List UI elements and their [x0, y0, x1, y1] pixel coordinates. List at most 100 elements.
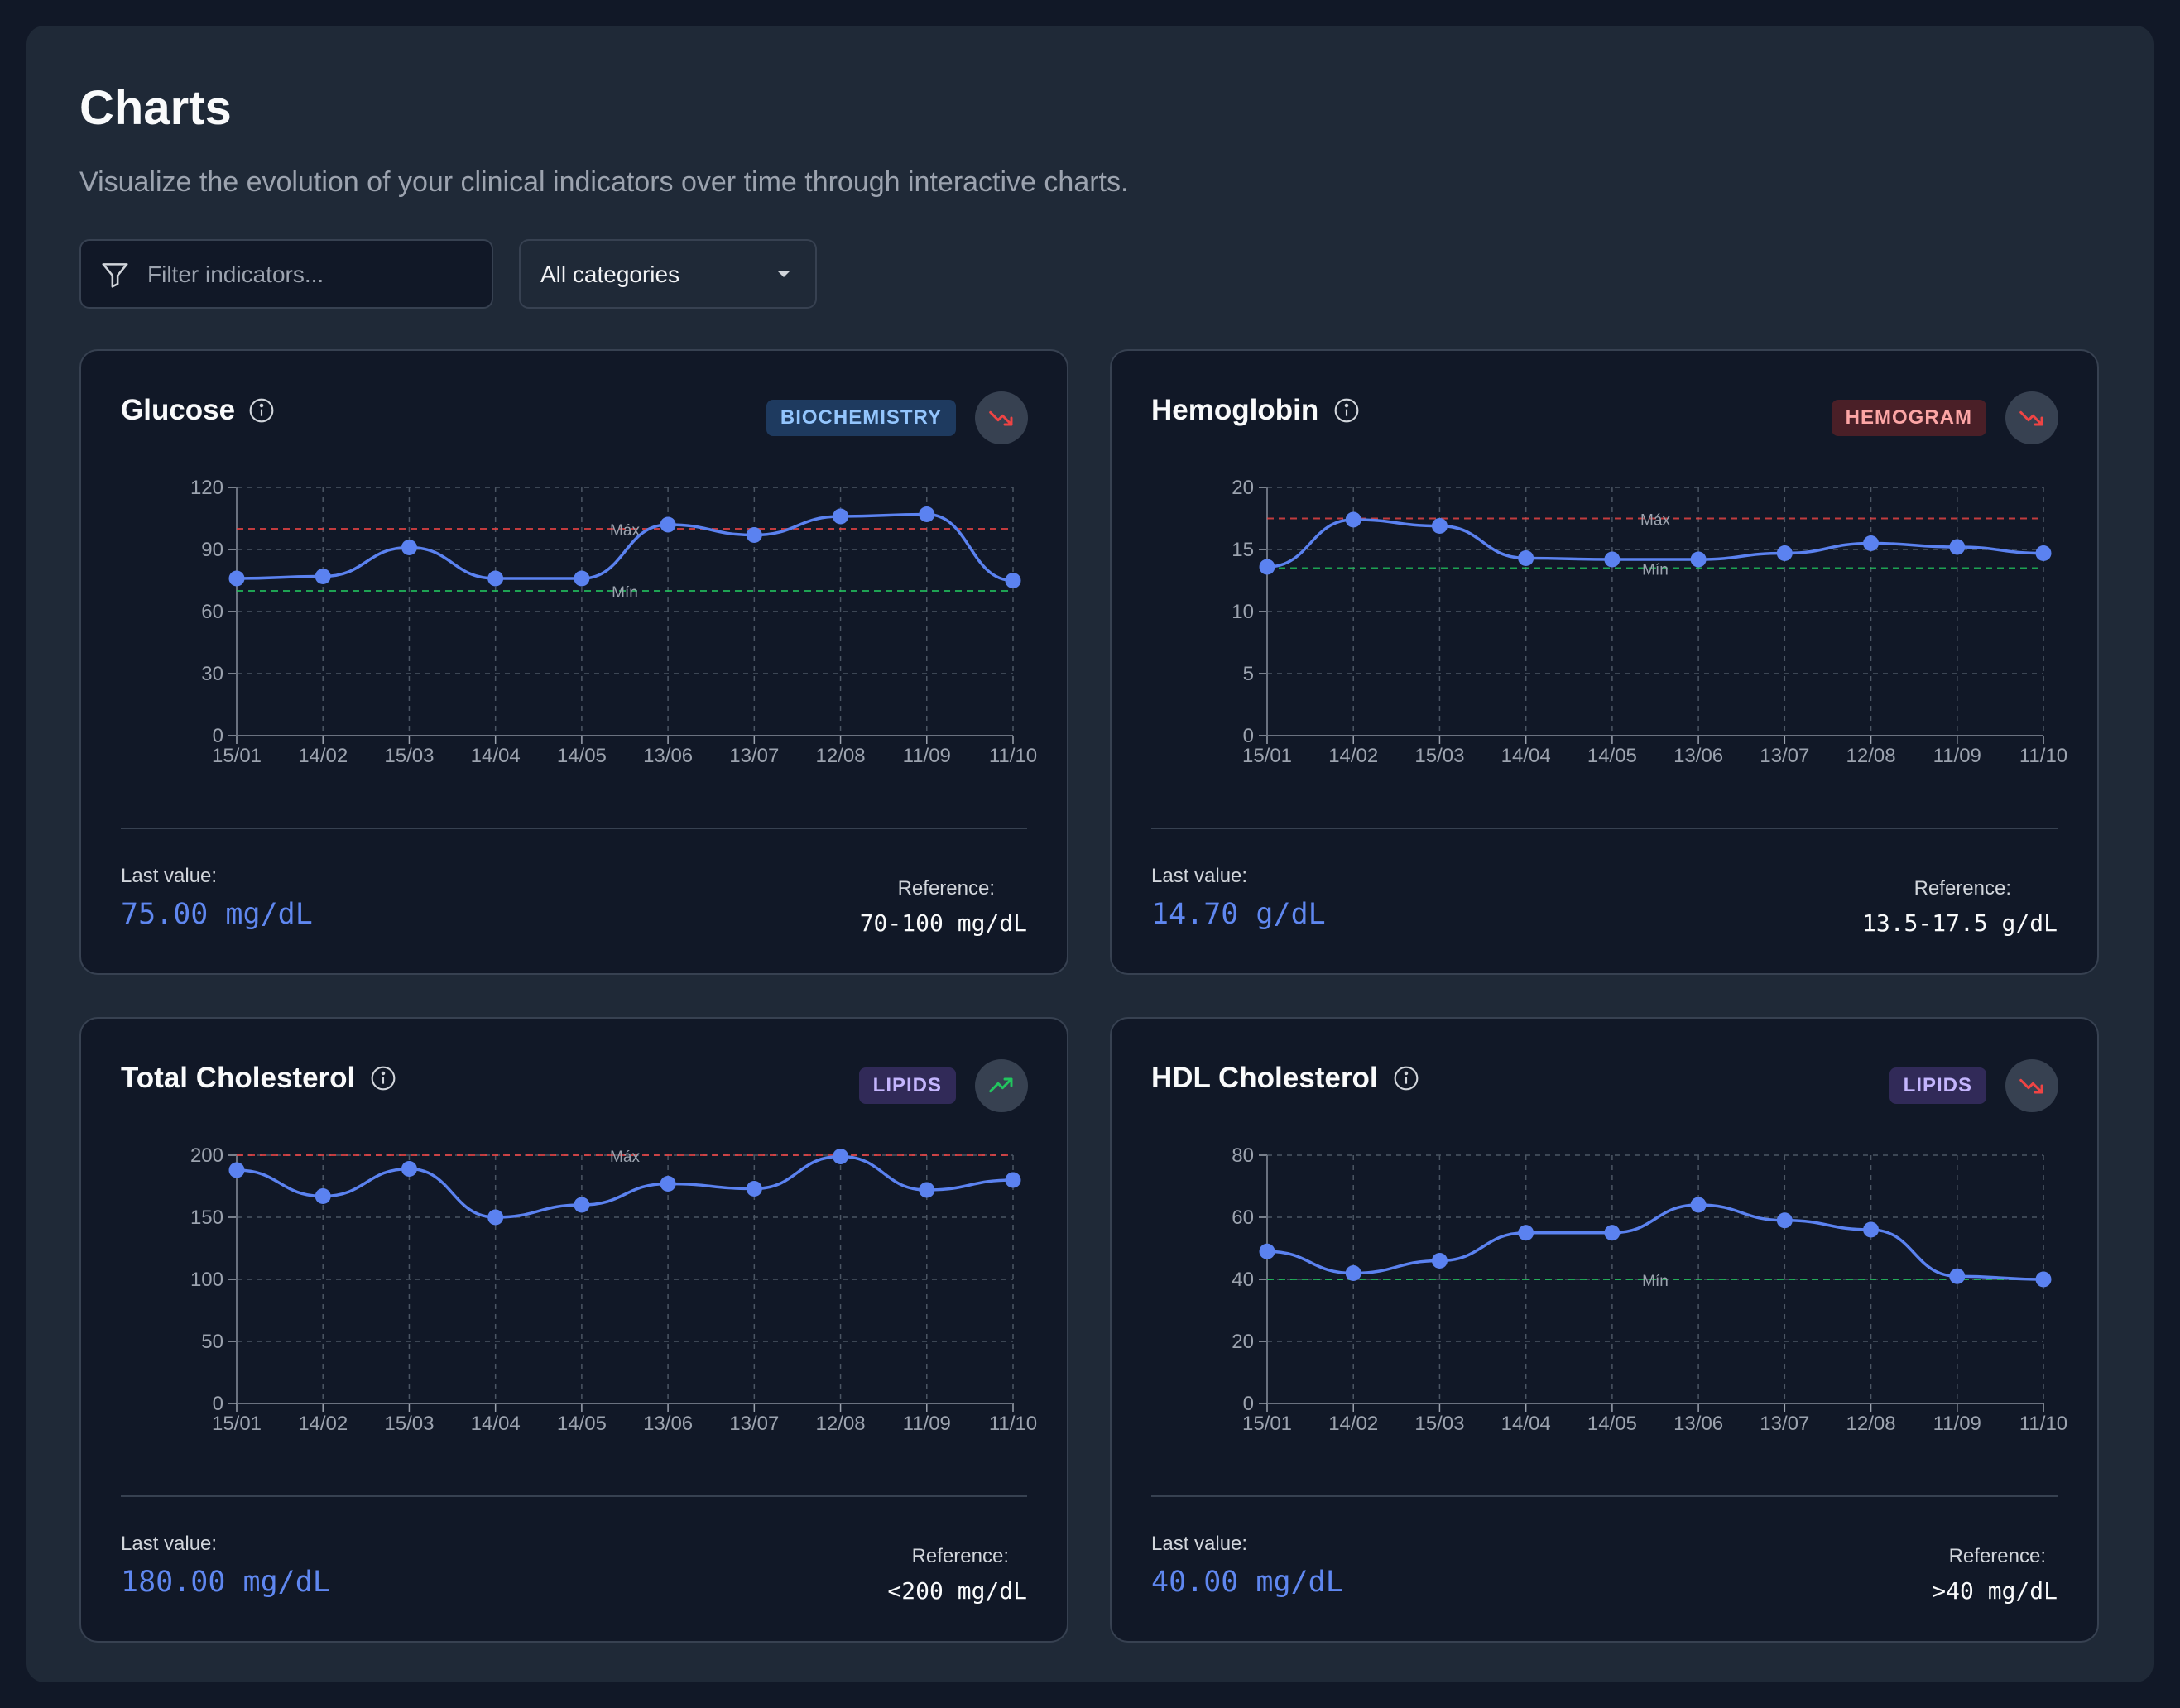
data-point: [833, 508, 849, 525]
card-title: HDL Cholesterol: [1151, 1062, 1378, 1094]
x-tick-label: 12/08: [1846, 1413, 1896, 1435]
chart-card-glucose: 0 30 60 90 120 15/01 14/02 15/03 14/04 14/05 13/06…: [79, 349, 1068, 975]
divider: [121, 1495, 1027, 1497]
x-tick-label: 11/10: [2019, 1413, 2067, 1435]
y-tick-label: 30: [201, 663, 223, 685]
min-reference-label: Mín: [1642, 562, 1669, 579]
x-tick-label: 14/04: [471, 1413, 521, 1435]
data-point: [1776, 545, 1793, 561]
data-point: [919, 1182, 935, 1198]
data-point: [1259, 1243, 1275, 1259]
divider: [1151, 828, 2058, 829]
data-point: [1345, 511, 1361, 528]
series-line: [236, 512, 1014, 583]
x-tick-label: 11/10: [989, 1413, 1037, 1435]
reference-value: >40 mg/dL: [1932, 1577, 2058, 1605]
x-tick-label: 13/06: [1673, 1413, 1723, 1435]
category-select[interactable]: All categories: [519, 239, 817, 309]
y-tick-label: 0: [213, 1393, 223, 1415]
x-tick-label: 14/04: [1501, 745, 1551, 767]
data-point: [228, 1162, 245, 1178]
data-point: [487, 570, 504, 587]
data-point: [1431, 1253, 1448, 1269]
chart-hdl-cholesterol: 0 20 40 60 80 15/01 14/02 15/03 14/04 14/05 13/06 1…: [1232, 1144, 2067, 1435]
trend-down-icon: [989, 410, 1013, 426]
x-tick-label: 14/02: [298, 745, 348, 767]
data-point: [1604, 551, 1621, 568]
info-icon[interactable]: [1333, 397, 1360, 424]
data-point: [660, 516, 676, 533]
data-point: [1431, 518, 1448, 534]
data-point: [1776, 1212, 1793, 1229]
x-tick-label: 14/05: [557, 745, 607, 767]
max-reference-label: Máx: [1640, 512, 1670, 530]
reference-label: Reference:: [1948, 1545, 2046, 1567]
x-tick-label: 13/06: [643, 1413, 693, 1435]
y-tick-label: 60: [201, 601, 223, 623]
data-point: [1690, 551, 1707, 568]
info-icon[interactable]: [248, 397, 275, 424]
x-tick-label: 13/07: [729, 745, 779, 767]
y-tick-label: 80: [1232, 1144, 1254, 1167]
info-icon[interactable]: [1393, 1065, 1419, 1091]
data-point: [1259, 559, 1275, 575]
data-point: [228, 570, 245, 587]
category-badge: HEMOGRAM: [1831, 400, 1986, 436]
x-tick-label: 11/10: [2019, 745, 2067, 767]
divider: [1151, 1495, 2058, 1497]
data-point: [574, 1197, 590, 1213]
min-reference-label: Mín: [1642, 1273, 1669, 1290]
x-tick-label: 15/01: [1242, 745, 1292, 767]
category-badge: BIOCHEMISTRY: [766, 400, 956, 436]
y-tick-label: 60: [1232, 1207, 1254, 1229]
category-select-value: All categories: [540, 261, 680, 287]
reference-value: <200 mg/dL: [887, 1577, 1027, 1605]
data-point: [660, 1176, 676, 1192]
x-tick-label: 14/04: [1501, 1413, 1551, 1435]
data-point: [1518, 1225, 1534, 1241]
trend-button[interactable]: [975, 1059, 1028, 1112]
data-point: [1949, 539, 1966, 555]
x-tick-label: 15/03: [384, 1413, 434, 1435]
data-point: [1863, 535, 1880, 551]
filter-field[interactable]: [79, 239, 493, 309]
y-tick-label: 40: [1232, 1269, 1254, 1291]
data-point: [1005, 573, 1021, 588]
x-tick-label: 12/08: [816, 1413, 866, 1435]
info-icon[interactable]: [370, 1065, 396, 1091]
x-tick-label: 15/01: [212, 1413, 262, 1435]
data-point: [1690, 1197, 1707, 1213]
chart-card-hemoglobin: 0 5 10 15 20 15/01 14/02 15/03 14/04 14/05 13/06 13…: [1110, 349, 2099, 975]
y-tick-label: 0: [213, 725, 223, 747]
trend-down-icon: [2019, 1078, 2043, 1094]
y-tick-label: 15: [1232, 539, 1254, 561]
y-tick-label: 5: [1243, 663, 1254, 685]
trend-button[interactable]: [975, 391, 1028, 444]
trend-down-icon: [2019, 410, 2043, 426]
data-point: [919, 506, 935, 522]
last-value-label: Last value:: [121, 1533, 218, 1555]
x-tick-label: 15/03: [384, 745, 434, 767]
filter-input[interactable]: [147, 252, 478, 297]
last-value-label: Last value:: [1151, 1533, 1248, 1555]
last-value-label: Last value:: [121, 865, 218, 887]
x-tick-label: 15/01: [212, 745, 262, 767]
chart-card-hdl-cholesterol: 0 20 40 60 80 15/01 14/02 15/03 14/04 14/05 13/06 1…: [1110, 1017, 2099, 1643]
trend-button[interactable]: [2005, 1059, 2058, 1112]
reference-value: 70-100 mg/dL: [859, 909, 1027, 937]
data-point: [833, 1149, 849, 1164]
data-point: [1518, 550, 1534, 566]
x-tick-label: 11/09: [903, 1413, 951, 1435]
reference-label: Reference:: [911, 1545, 1009, 1567]
trend-button[interactable]: [2005, 391, 2058, 444]
card-title: Total Cholesterol: [121, 1062, 356, 1094]
data-point: [746, 527, 762, 543]
category-badge: LIPIDS: [1889, 1068, 1986, 1104]
x-tick-label: 13/07: [1760, 1413, 1809, 1435]
data-point: [1949, 1268, 1966, 1284]
x-tick-label: 15/03: [1414, 745, 1464, 767]
y-tick-label: 150: [190, 1207, 223, 1229]
y-tick-label: 200: [190, 1144, 223, 1167]
chart-glucose: 0 30 60 90 120 15/01 14/02 15/03 14/04 14/05 13/06…: [190, 477, 1037, 767]
data-point: [315, 569, 331, 584]
